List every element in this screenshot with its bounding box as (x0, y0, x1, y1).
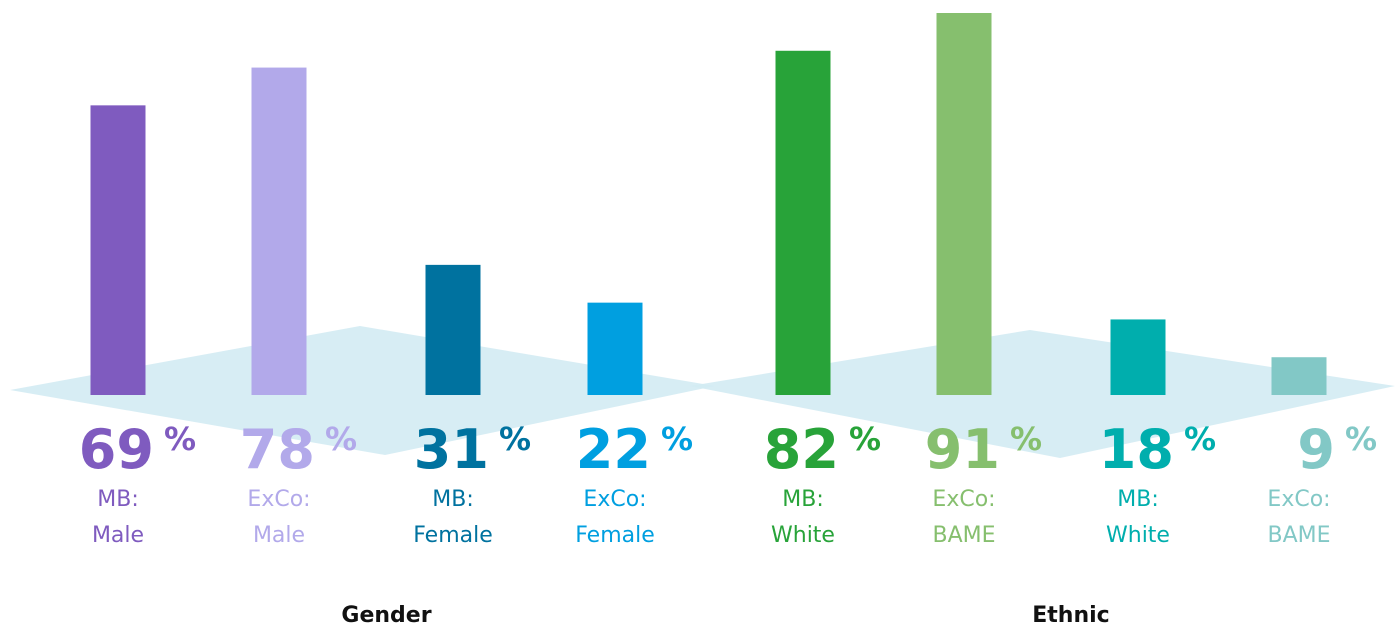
category-label: ExCo: (247, 487, 310, 512)
value-number: 9 (1297, 418, 1335, 481)
bar (1110, 319, 1166, 395)
value-label: 18% (1099, 418, 1216, 481)
value-number: 18 (1099, 418, 1174, 481)
category-label: White (1106, 523, 1170, 548)
group-label: Gender (341, 603, 431, 624)
category-label: BAME (932, 523, 995, 548)
value-label: 91% (925, 418, 1042, 481)
bar (425, 264, 481, 395)
category-label: Male (253, 523, 305, 548)
value-label: 69% (79, 418, 196, 481)
value-number: 22 (576, 418, 651, 481)
value-number: 91 (925, 418, 1000, 481)
category-label: Female (413, 523, 493, 548)
category-label: MB: (782, 487, 824, 512)
value-unit: % (1345, 420, 1377, 458)
category-label: ExCo: (583, 487, 646, 512)
value-label: 22% (576, 418, 693, 481)
category-label: ExCo: (1267, 487, 1330, 512)
value-unit: % (849, 420, 881, 458)
value-label: 82% (764, 418, 881, 481)
category-label: MB: (97, 487, 139, 512)
category-label: MB: (1117, 487, 1159, 512)
bar (251, 67, 307, 396)
bar (587, 302, 643, 395)
category-label: MB: (432, 487, 474, 512)
value-unit: % (1184, 420, 1216, 458)
bar (90, 105, 146, 395)
category-label: BAME (1267, 523, 1330, 548)
value-unit: % (1010, 420, 1042, 458)
backdrop (690, 330, 1395, 458)
value-unit: % (164, 420, 196, 458)
bar (775, 50, 831, 396)
bar (936, 13, 992, 395)
value-label: 31% (414, 418, 531, 481)
value-label: 9% (1297, 418, 1377, 481)
category-label: Male (92, 523, 144, 548)
value-number: 69 (79, 418, 154, 481)
category-label: ExCo: (932, 487, 995, 512)
category-label: White (771, 523, 835, 548)
backdrop (10, 326, 715, 455)
value-unit: % (499, 420, 531, 458)
bar (1271, 357, 1327, 395)
value-unit: % (325, 420, 357, 458)
value-number: 31 (414, 418, 489, 481)
value-number: 82 (764, 418, 839, 481)
value-unit: % (661, 420, 693, 458)
category-label: Female (575, 523, 655, 548)
value-label: 78% (240, 418, 357, 481)
group-label: Ethnic (1032, 603, 1109, 624)
value-number: 78 (240, 418, 315, 481)
